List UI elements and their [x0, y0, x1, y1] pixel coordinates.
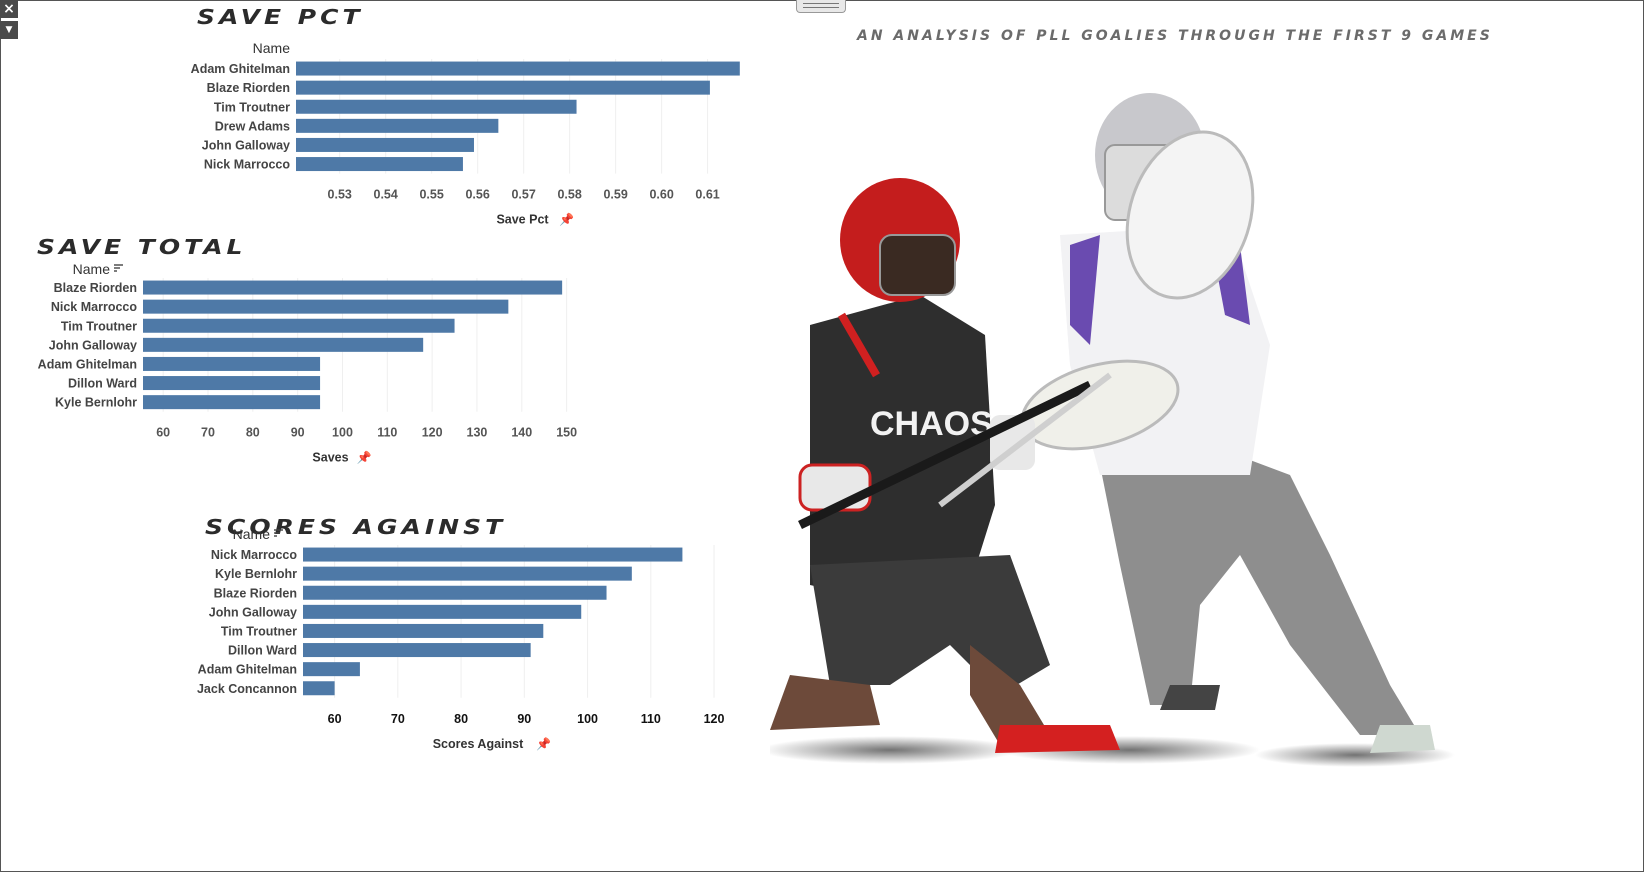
bar[interactable] — [303, 662, 360, 677]
save-total-chart: Name Blaze Riorden Nick Marrocco Tim Troutn… — [38, 261, 577, 465]
category-label: Nick Marrocco — [211, 548, 298, 562]
tick-label: 0.53 — [328, 188, 352, 202]
category-label: Dillon Ward — [228, 644, 297, 658]
category-label: Nick Marrocco — [51, 300, 138, 314]
tick-label: 140 — [511, 426, 532, 440]
category-label: Blaze Riorden — [54, 281, 137, 295]
bar[interactable] — [296, 80, 710, 95]
tick-label: 60 — [328, 712, 342, 726]
scores-against-chart: Name Nick Marrocco Kyle Bernlohr Blaze Rior… — [197, 526, 725, 751]
dropdown-menu-icon[interactable]: ▼ — [0, 21, 18, 39]
bar[interactable] — [303, 604, 582, 619]
sort-icon[interactable] — [274, 529, 283, 537]
save-pct-chart: Name Adam Ghitelman Blaze Riorden Tim Trout… — [191, 40, 740, 227]
category-label: Tim Troutner — [61, 319, 137, 333]
row-header: Name — [73, 261, 111, 277]
resize-grip-icon[interactable] — [796, 0, 846, 13]
row-header: Name — [253, 40, 291, 56]
bar[interactable] — [143, 280, 563, 295]
bar[interactable] — [303, 623, 544, 638]
pin-icon[interactable]: 📌 — [536, 736, 551, 751]
sort-icon[interactable] — [114, 264, 123, 272]
pin-icon[interactable]: 📌 — [357, 450, 372, 465]
tick-label: 110 — [641, 712, 661, 726]
save-pct-heading: Save Pct — [197, 5, 364, 30]
bar[interactable] — [303, 681, 335, 696]
attacker-figure: CHAOS — [770, 178, 1120, 753]
bar[interactable] — [143, 395, 321, 410]
bar[interactable] — [143, 337, 424, 352]
bar[interactable] — [296, 118, 499, 133]
pin-icon[interactable]: 📌 — [559, 212, 574, 227]
bar[interactable] — [303, 566, 632, 581]
category-label: Kyle Bernlohr — [55, 396, 137, 410]
tick-label: 60 — [156, 426, 170, 440]
category-label: John Galloway — [202, 138, 290, 152]
tick-label: 0.58 — [557, 188, 581, 202]
category-label: Tim Troutner — [214, 100, 290, 114]
bar[interactable] — [143, 356, 321, 371]
category-label: Drew Adams — [215, 119, 290, 133]
dashboard-tagline: An analysis of PLL goalies through the f… — [857, 28, 1493, 44]
row-header: Name — [233, 526, 271, 542]
bar[interactable] — [296, 137, 474, 152]
tick-label: 90 — [291, 426, 305, 440]
bar[interactable] — [296, 157, 463, 172]
category-label: Jack Concannon — [197, 682, 297, 696]
tick-label: 80 — [246, 426, 260, 440]
axis-title: Save Pct — [496, 213, 549, 227]
tick-label: 70 — [201, 426, 215, 440]
category-label: Blaze Riorden — [207, 81, 290, 95]
category-label: John Galloway — [209, 605, 297, 619]
axis-title: Saves — [312, 451, 348, 465]
bar[interactable] — [296, 99, 577, 114]
axis-title: Scores Against — [433, 737, 524, 751]
category-label: Nick Marrocco — [204, 158, 291, 172]
tick-label: 0.60 — [649, 188, 673, 202]
category-label: Adam Ghitelman — [38, 357, 137, 371]
bar[interactable] — [303, 547, 683, 562]
bar[interactable] — [143, 299, 509, 314]
goalie-figure — [1020, 93, 1435, 753]
tick-label: 100 — [577, 712, 598, 726]
tick-label: 0.61 — [695, 188, 719, 202]
bar[interactable] — [143, 318, 455, 333]
bar[interactable] — [303, 643, 531, 658]
close-icon[interactable]: × — [0, 0, 18, 18]
bar[interactable] — [143, 376, 321, 391]
category-label: Blaze Riorden — [214, 586, 297, 600]
category-label: Dillon Ward — [68, 377, 137, 391]
tick-label: 120 — [704, 712, 725, 726]
category-label: Adam Ghitelman — [191, 62, 290, 76]
category-label: John Galloway — [49, 338, 137, 352]
tick-label: 100 — [332, 426, 353, 440]
category-label: Adam Ghitelman — [198, 663, 297, 677]
tick-label: 0.56 — [465, 188, 489, 202]
tick-label: 80 — [454, 712, 468, 726]
goalie-photo: CHAOS — [770, 93, 1455, 767]
jersey-text: CHAOS — [870, 405, 993, 443]
tick-label: 110 — [377, 426, 397, 440]
tick-label: 0.59 — [603, 188, 627, 202]
tick-label: 70 — [391, 712, 405, 726]
bar[interactable] — [296, 61, 740, 76]
save-total-heading: Save Total — [37, 235, 247, 260]
tick-label: 0.57 — [511, 188, 535, 202]
tick-label: 0.54 — [374, 188, 398, 202]
tick-label: 0.55 — [419, 188, 443, 202]
bar[interactable] — [303, 585, 607, 600]
category-label: Kyle Bernlohr — [215, 567, 297, 581]
tick-label: 150 — [556, 426, 577, 440]
tick-label: 120 — [422, 426, 443, 440]
category-label: Tim Troutner — [221, 624, 297, 638]
tick-label: 130 — [467, 426, 488, 440]
tick-label: 90 — [517, 712, 531, 726]
